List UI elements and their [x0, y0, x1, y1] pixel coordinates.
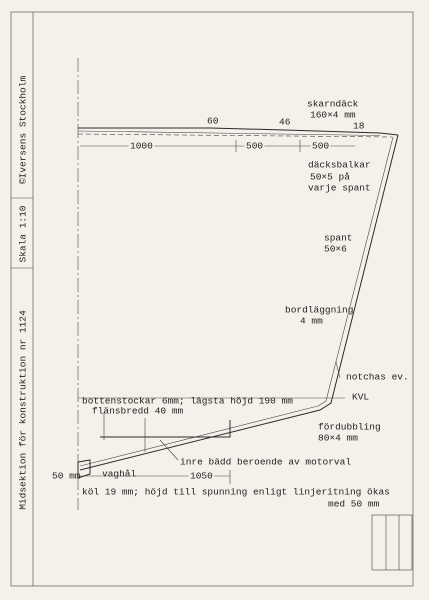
label: 500	[312, 141, 329, 152]
leader	[159, 439, 179, 461]
deck-plank	[77, 130, 381, 136]
label: 500	[246, 141, 263, 152]
label: bordläggning	[285, 305, 353, 316]
scale: Skala 1:10	[18, 205, 29, 262]
label: vaghål	[102, 469, 137, 480]
label: bottenstockar 6mm; lägsta höjd 190 mm	[82, 396, 293, 407]
stamp	[371, 514, 413, 571]
label: notchas ev.	[346, 372, 409, 383]
label: med 50 mm	[328, 499, 380, 510]
hull	[79, 134, 399, 471]
deck-beam	[77, 133, 393, 138]
label: fördubbling	[318, 422, 381, 433]
label: 50×5 på	[310, 172, 350, 183]
maker: ©Iversens Stockholm	[18, 76, 29, 185]
label: 1050	[190, 471, 213, 482]
label: KVL	[352, 392, 369, 403]
label: 160×4 mm	[310, 110, 356, 121]
label: skarndäck	[307, 99, 359, 110]
deck	[78, 127, 399, 136]
label: inre bädd beroende av motorval	[180, 457, 351, 468]
label: 60	[207, 116, 219, 127]
keel	[77, 459, 91, 479]
label: köl 19 mm; höjd till spunning enligt lin…	[82, 487, 390, 498]
label: varje spant	[308, 183, 371, 194]
label: 1000	[130, 141, 153, 152]
floor	[100, 420, 231, 438]
hull-frame	[79, 136, 394, 467]
label: däcksbalkar	[308, 160, 371, 171]
sheet-title: Midsektion för konstruktion nr 1124	[18, 310, 29, 510]
label: flänsbredd 40 mm	[92, 406, 184, 417]
label: 4 mm	[300, 316, 323, 327]
label: 18	[353, 121, 365, 132]
label: spant	[324, 233, 353, 244]
label: 50×6	[324, 244, 347, 255]
label: 46	[279, 117, 291, 128]
label: 80×4 mm	[318, 433, 358, 444]
notch	[335, 361, 341, 379]
label: 50 mm	[52, 471, 81, 482]
frame	[10, 11, 414, 587]
